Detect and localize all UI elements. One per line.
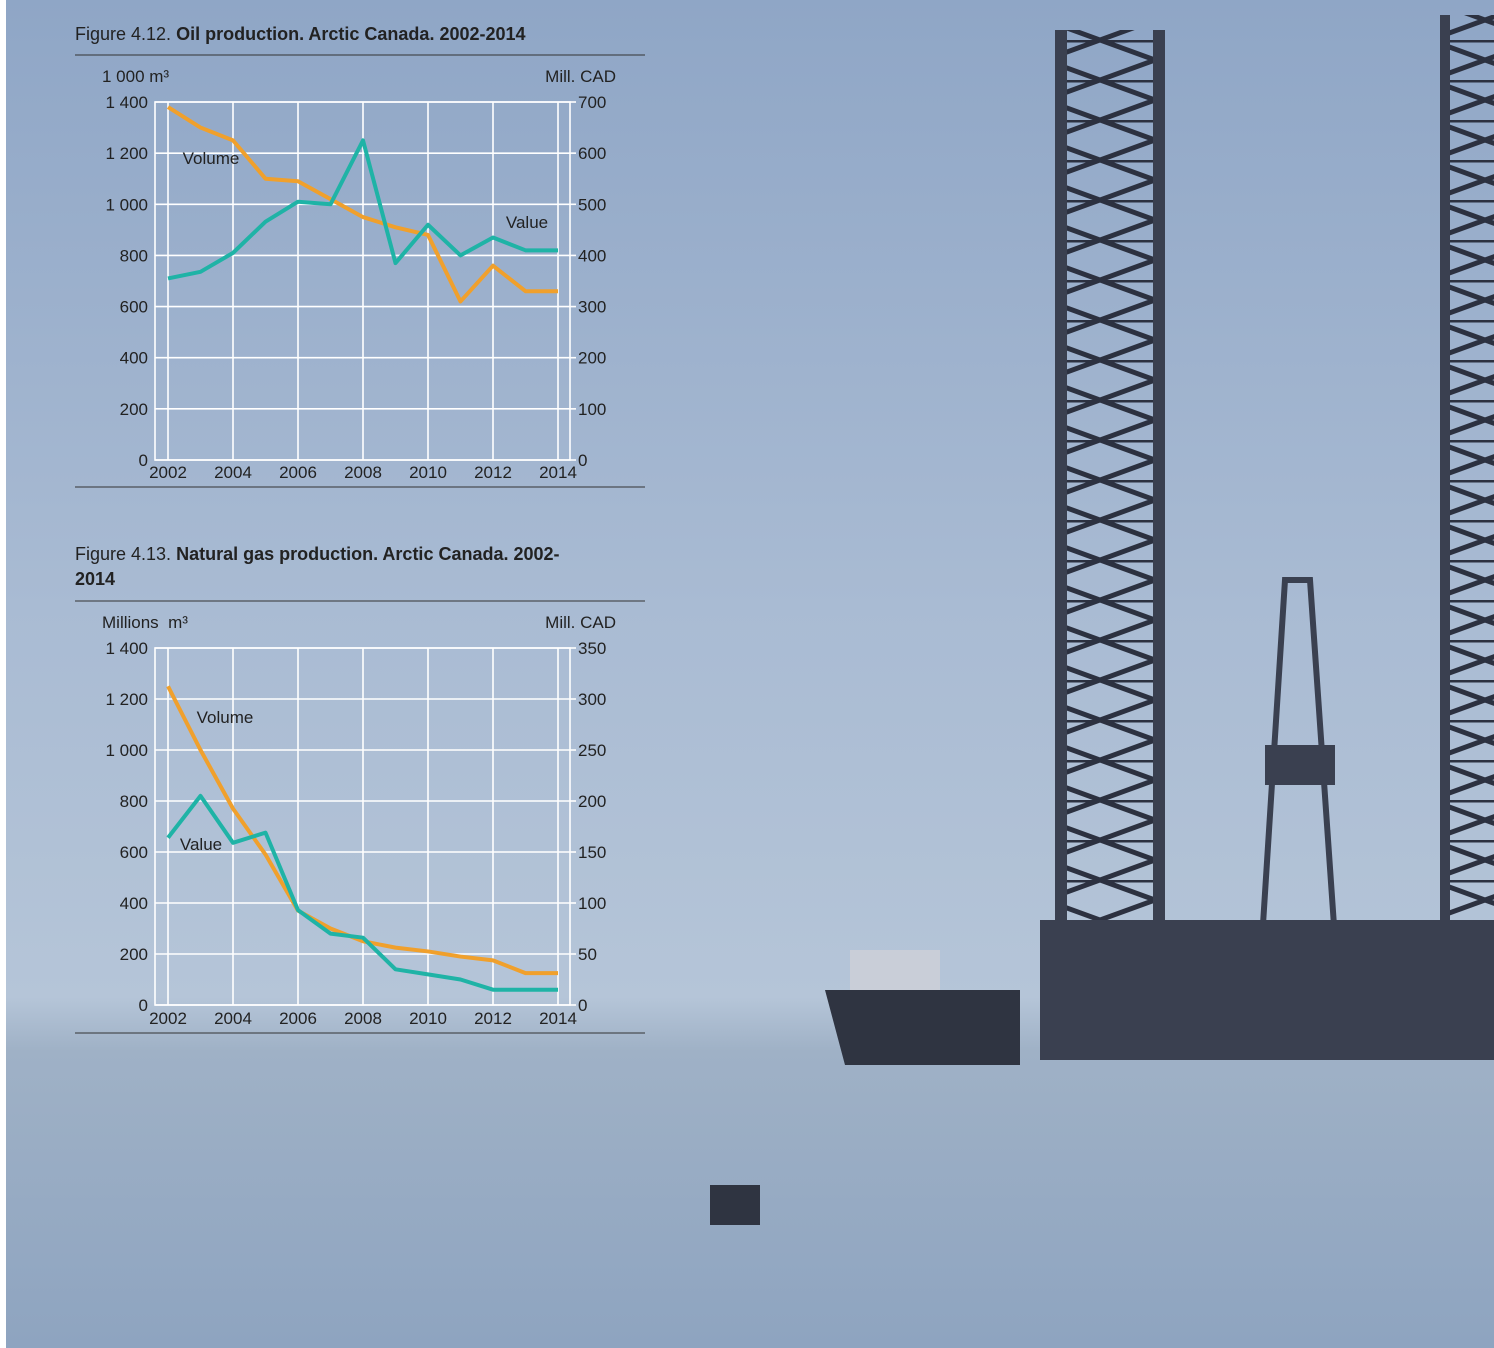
y2-axis-label: Mill. CAD <box>545 613 616 632</box>
line-series <box>166 105 558 304</box>
y-tick-label: 1 400 <box>105 639 148 658</box>
y-tick-label: 200 <box>120 945 148 964</box>
x-tick-label: 2006 <box>279 1009 317 1028</box>
y-tick-label: 200 <box>120 400 148 419</box>
y-tick-label: 0 <box>139 451 148 470</box>
y2-tick-label: 0 <box>578 451 587 470</box>
y-tick-label: 600 <box>120 298 148 317</box>
y2-tick-label: 300 <box>578 298 606 317</box>
y-tick-label: 1 000 <box>105 195 148 214</box>
y2-tick-label: 50 <box>578 945 597 964</box>
y2-tick-label: 150 <box>578 843 606 862</box>
x-tick-label: 2008 <box>344 463 382 482</box>
line-series <box>167 138 558 281</box>
x-tick-label: 2010 <box>409 463 447 482</box>
y-tick-label: 1 000 <box>105 741 148 760</box>
x-tick-label: 2010 <box>409 1009 447 1028</box>
y2-tick-label: 700 <box>578 93 606 112</box>
y2-tick-label: 500 <box>578 195 606 214</box>
plot-frame <box>154 101 571 461</box>
x-tick-label: 2006 <box>279 463 317 482</box>
series-label: Volume <box>183 149 240 168</box>
y-axis-label: Millions m³ <box>102 613 188 632</box>
x-tick-label: 2014 <box>539 1009 577 1028</box>
series-label: Value <box>506 213 548 232</box>
chart-title: Figure 4.12. Oil production. Arctic Cana… <box>75 22 595 47</box>
y-tick-label: 400 <box>120 349 148 368</box>
x-tick-label: 2004 <box>214 1009 252 1028</box>
y-tick-label: 1 200 <box>105 690 148 709</box>
y2-tick-label: 100 <box>578 894 606 913</box>
y2-tick-label: 600 <box>578 144 606 163</box>
figure-number: Figure 4.12. <box>75 24 172 44</box>
figure-number: Figure 4.13. <box>75 544 172 564</box>
y2-tick-label: 300 <box>578 690 606 709</box>
y-tick-label: 0 <box>139 996 148 1015</box>
y2-tick-label: 200 <box>578 792 606 811</box>
y2-tick-label: 100 <box>578 400 606 419</box>
y-tick-label: 1 200 <box>105 144 148 163</box>
y2-tick-label: 400 <box>578 246 606 265</box>
x-tick-label: 2004 <box>214 463 252 482</box>
y2-tick-label: 200 <box>578 349 606 368</box>
x-tick-label: 2012 <box>474 1009 512 1028</box>
y2-tick-label: 350 <box>578 639 606 658</box>
y-tick-label: 800 <box>120 792 148 811</box>
y-axis-label: 1 000 m³ <box>102 67 169 86</box>
line-series <box>166 685 558 976</box>
y-tick-label: 600 <box>120 843 148 862</box>
x-tick-label: 2002 <box>149 463 187 482</box>
y-tick-label: 800 <box>120 246 148 265</box>
background <box>6 0 1494 1348</box>
x-tick-label: 2008 <box>344 1009 382 1028</box>
x-tick-label: 2014 <box>539 463 577 482</box>
y2-tick-label: 250 <box>578 741 606 760</box>
y2-tick-label: 0 <box>578 996 587 1015</box>
series-label: Volume <box>197 708 254 727</box>
title-text: Natural gas production. Arctic Canada. 2… <box>75 544 560 589</box>
chart-title: Figure 4.13. Natural gas production. Arc… <box>75 542 595 592</box>
series-label: Value <box>180 835 222 854</box>
y2-axis-label: Mill. CAD <box>545 67 616 86</box>
line-series <box>166 793 558 992</box>
rig-silhouette <box>710 15 1494 1225</box>
x-tick-label: 2002 <box>149 1009 187 1028</box>
x-tick-label: 2012 <box>474 463 512 482</box>
y-tick-label: 1 400 <box>105 93 148 112</box>
y-tick-label: 400 <box>120 894 148 913</box>
title-text: Oil production. Arctic Canada. 2002-2014 <box>176 24 526 44</box>
plot-frame <box>154 647 571 1006</box>
